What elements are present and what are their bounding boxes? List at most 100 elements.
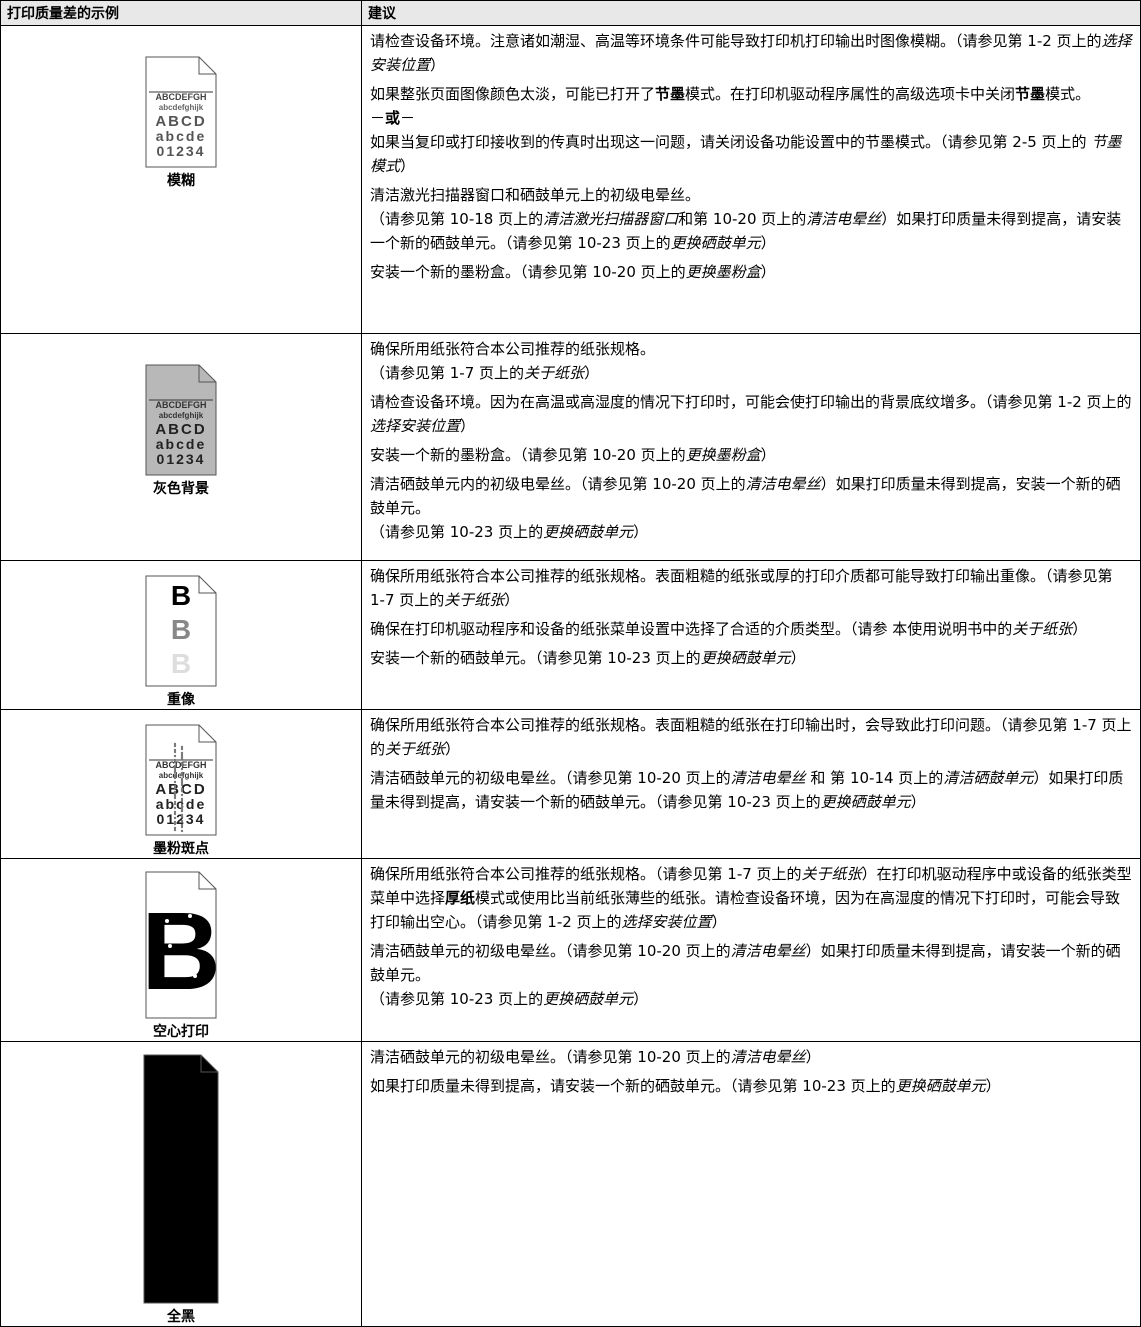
table-body: ABCDEFGH abcdefghijk ABCD abcde 01234 模糊 请检查设备… — [0, 25, 1141, 1327]
advice-block: 安装一个新的墨粉盒。（请参见第 10-20 页上的更换墨粉盒） — [370, 260, 1132, 284]
sample-text: abcdefghijk — [159, 411, 204, 420]
example-cell: ABCDEFGH abcdefghijk ABCD abcde 01234 模糊 — [0, 25, 362, 334]
void-spot — [165, 919, 169, 923]
advice-text: ）在打印机驱动程序中或设备的纸张类型菜单中选择 — [370, 865, 1132, 907]
advice-line: （请参见第 10-18 页上的清洁激光扫描器窗口和第 10-20 页上的清洁电晕… — [370, 207, 1132, 255]
toner-spot — [180, 829, 184, 833]
advice-block: 清洁激光扫描器窗口和硒鼓单元上的初级电晕丝。 （请参见第 10-18 页上的清洁激… — [370, 183, 1132, 255]
advice-italic: 选择安装位置 — [370, 417, 461, 435]
advice-block: 确保所用纸张符合本公司推荐的纸张规格。 （请参见第 1-7 页上的关于纸张） — [370, 337, 1132, 385]
header-cell: 打印质量差的示例 — [0, 0, 362, 26]
toner-spot — [173, 764, 177, 768]
advice-text: （请参见第 1-7 页上的 — [370, 364, 525, 382]
advice-text: ） — [504, 591, 520, 609]
advice-text: ）如果打印质量未得到提高，请安装一个新的硒鼓单元。 — [370, 942, 1121, 984]
sample-text: ABCD — [155, 421, 206, 438]
advice-italic: 关于纸张 — [444, 591, 505, 609]
advice-block: 清洁硒鼓单元的初级电晕丝。（请参见第 10-20 页上的清洁电晕丝）如果打印质量… — [370, 939, 1132, 1011]
advice-block: 请检查设备环境。因为在高温或高湿度的情况下打印时，可能会使打印输出的背景底纹增多… — [370, 390, 1132, 438]
toner-spot — [180, 805, 184, 809]
advice-italic: 选择安装位置 — [370, 32, 1132, 74]
page-outline — [145, 364, 217, 476]
example-label: 空心打印 — [153, 1024, 209, 1040]
toner-spot — [180, 751, 184, 755]
void-spot — [168, 944, 172, 948]
advice-text: － — [370, 109, 386, 127]
advice-line: －或－ — [370, 106, 1132, 130]
toner-spot — [173, 786, 177, 790]
advice-text: ）如果打印质量未得到提高，请安装一个新的硒鼓单元。（请参见第 10-23 页上的 — [370, 210, 1122, 252]
toner-spot — [180, 753, 184, 757]
advice-italic: 更换硒鼓单元 — [895, 1077, 986, 1095]
toner-spot — [180, 823, 184, 827]
sample-text: ABCD — [155, 113, 206, 130]
toner-spot — [173, 802, 177, 806]
advice-text: 清洁硒鼓单元的初级电晕丝。（请参见第 10-20 页上的 — [370, 1048, 731, 1066]
advice-text: ） — [985, 1077, 1001, 1095]
advice-line: （请参见第 10-23 页上的更换硒鼓单元） — [370, 520, 1132, 544]
toner-spot — [173, 750, 177, 754]
advice-bold: 或 — [385, 109, 401, 127]
toner-spot — [180, 783, 184, 787]
page-fold — [198, 365, 216, 383]
advice-block: 安装一个新的墨粉盒。（请参见第 10-20 页上的更换墨粉盒） — [370, 443, 1132, 467]
advice-line: 请检查设备环境。注意诸如潮湿、高温等环境条件可能导致打印机打印输出时图像模糊。（… — [370, 29, 1132, 77]
advice-text: ） — [711, 913, 727, 931]
toner-spot — [173, 768, 177, 772]
advice-text: 确保所用纸张符合本公司推荐的纸张规格。 — [370, 340, 656, 358]
toner-spot — [180, 797, 184, 801]
toner-spot — [173, 796, 177, 800]
toner-spot — [180, 761, 184, 765]
advice-italic: 关于纸张 — [801, 865, 862, 883]
advice-italic: 更换硒鼓单元 — [700, 649, 791, 667]
advice-line: （请参见第 10-23 页上的更换硒鼓单元） — [370, 987, 1132, 1011]
table-row: ABCDEFGH abcdefghijk ABCD abcde 01234 模糊 请检查设备… — [0, 25, 1141, 334]
toner-spot — [173, 742, 177, 746]
advice-block: 请检查设备环境。注意诸如潮湿、高温等环境条件可能导致打印机打印输出时图像模糊。（… — [370, 29, 1132, 77]
advice-line: 清洁硒鼓单元的初级电晕丝。（请参见第 10-20 页上的清洁电晕丝） — [370, 1045, 1132, 1069]
example-cell: ABCDEFGH abcdefghijk ABCD abcde 01234 灰色背景 — [0, 333, 362, 561]
advice-text: 请检查设备环境。因为在高温或高湿度的情况下打印时，可能会使打印输出的背景底纹增多… — [370, 393, 1132, 411]
advice-text: ） — [805, 1048, 821, 1066]
advice-text: 清洁硒鼓单元的初级电晕丝。（请参见第 10-20 页上的 — [370, 769, 731, 787]
example-label: 模糊 — [167, 173, 195, 189]
toner-spot — [173, 784, 177, 788]
page-outline — [145, 871, 217, 1019]
advice-line: 清洁硒鼓单元的初级电晕丝。（请参见第 10-20 页上的清洁电晕丝）如果打印质量… — [370, 939, 1132, 987]
example-label: 灰色背景 — [153, 481, 209, 497]
page-outline — [145, 724, 217, 836]
advice-italic: 更换墨粉盒 — [685, 263, 761, 281]
advice-text: 确保所用纸张符合本公司推荐的纸张规格。表面粗糙的纸张或厚的打印介质都可能导致打印… — [370, 567, 1113, 609]
toner-spot — [180, 819, 184, 823]
advice-cell: 确保所用纸张符合本公司推荐的纸张规格。（请参见第 1-7 页上的关于纸张）在打印… — [361, 858, 1141, 1042]
toner-spot — [180, 781, 184, 785]
sample-text: abcdefghijk — [159, 103, 204, 112]
toner-spot — [173, 758, 177, 762]
example-label: 墨粉斑点 — [153, 841, 209, 857]
toner-spot — [180, 745, 184, 749]
toner-spot — [173, 780, 177, 784]
void-spot — [188, 914, 192, 918]
sample-text: abcde — [156, 128, 206, 144]
toner-spot — [173, 800, 177, 804]
page-outline — [145, 575, 217, 687]
toner-spot — [180, 799, 184, 803]
sample-text: abcde — [156, 436, 206, 452]
table-row: ABCDEFGH abcdefghijk ABCD abcde 01234 灰色背景 确保所… — [0, 333, 1141, 561]
toner-spot — [180, 757, 184, 761]
advice-text: ） — [760, 234, 776, 252]
advice-italic: 清洁激光扫描器窗口 — [543, 210, 679, 228]
page-fold — [200, 1055, 218, 1073]
toner-spot — [180, 767, 184, 771]
toner-spot — [173, 810, 177, 814]
advice-block: 安装一个新的硒鼓单元。（请参见第 10-23 页上的更换硒鼓单元） — [370, 646, 1132, 670]
example-label: 全黑 — [167, 1309, 195, 1325]
advice-text: 如果当复印或打印接收到的传真时出现这一问题，请关闭设备功能设置中的节墨模式。（请… — [370, 133, 1092, 151]
toner-spot — [173, 744, 177, 748]
toner-spot — [180, 747, 184, 751]
advice-text: ）如果打印质量未得到提高，安装一个新的硒鼓单元。 — [370, 475, 1121, 517]
toner-spot — [173, 770, 177, 774]
